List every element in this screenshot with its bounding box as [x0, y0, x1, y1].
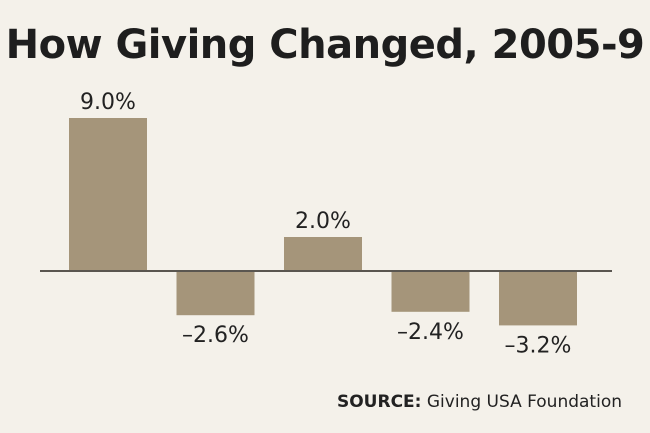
source-note: SOURCE: Giving USA Foundation — [337, 392, 622, 412]
value-label-2006: –2.6% — [182, 323, 249, 348]
value-label-2008: –2.4% — [397, 320, 464, 345]
value-label-2009: –3.2% — [505, 333, 572, 358]
source-text: Giving USA Foundation — [421, 392, 622, 412]
bar-2007 — [284, 237, 362, 271]
value-label-2005: 9.0% — [80, 90, 136, 115]
bar-2008 — [391, 271, 470, 312]
bar-2009 — [499, 271, 577, 326]
chart-title: How Giving Changed, 2005-9 — [5, 22, 645, 68]
source-label: SOURCE: — [336, 392, 422, 412]
labels-layer: 9.0% –2.6% 2.0% –2.4% –3.2% — [80, 90, 571, 358]
bar-2006 — [176, 271, 255, 316]
bars-layer — [69, 118, 577, 326]
bar-2005 — [69, 118, 147, 271]
value-label-2007: 2.0% — [295, 209, 351, 234]
